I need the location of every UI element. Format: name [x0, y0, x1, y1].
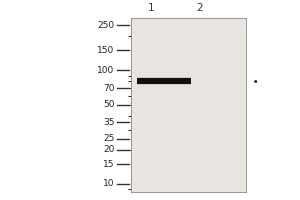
Text: 70: 70	[103, 84, 115, 93]
Text: 250: 250	[98, 21, 115, 30]
Text: 2: 2	[196, 3, 203, 13]
Text: 50: 50	[103, 100, 115, 109]
Text: 20: 20	[103, 145, 115, 154]
Text: 1: 1	[148, 3, 155, 13]
Text: 10: 10	[103, 179, 115, 188]
Text: 100: 100	[98, 66, 115, 75]
Text: 25: 25	[103, 134, 115, 143]
Text: 15: 15	[103, 160, 115, 169]
Text: 35: 35	[103, 118, 115, 127]
Text: 150: 150	[98, 46, 115, 55]
